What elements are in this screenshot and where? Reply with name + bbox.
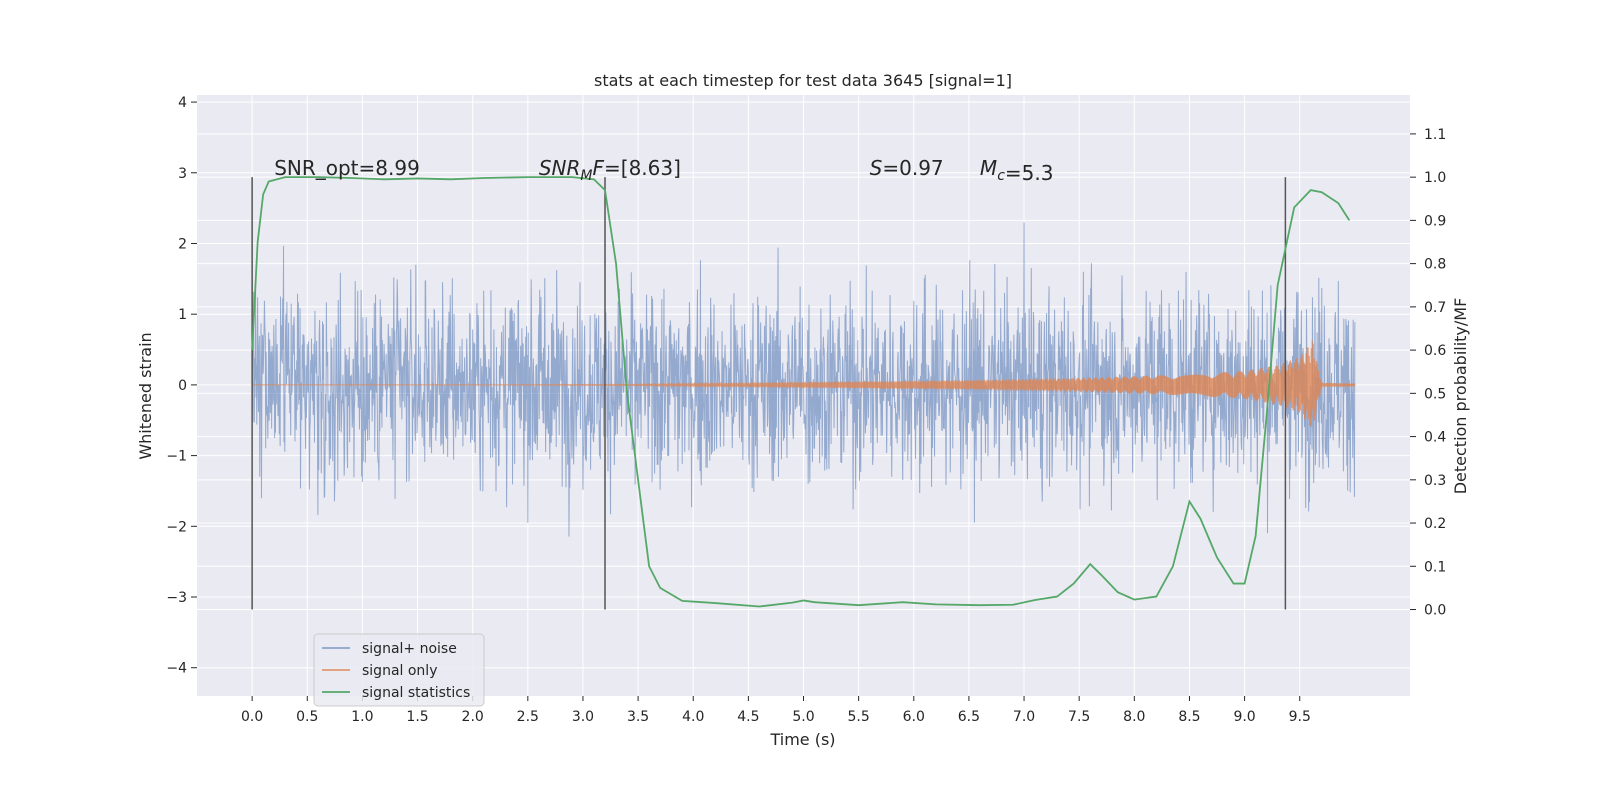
y-tick-label: −2	[166, 519, 187, 535]
y-tick-label: 2	[178, 236, 187, 252]
x-tick-label: 4.0	[682, 709, 704, 725]
annotation-3: S=0.97	[870, 156, 944, 180]
y-right-tick-label: 0.1	[1424, 559, 1446, 575]
x-tick-label: 1.0	[351, 709, 373, 725]
data-layer	[251, 176, 1356, 610]
y-right-tick-label: 0.3	[1424, 473, 1446, 489]
annotations: SNR_opt=8.99 SNRMF=[8.63] S=0.97 Mc=5.3	[274, 156, 1053, 185]
y-right-tick-label: 1.0	[1424, 170, 1446, 186]
y-tick-label: −4	[166, 661, 187, 677]
y-right-tick-label: 0.6	[1424, 343, 1446, 359]
y-right-tick-label: 0.0	[1424, 603, 1446, 619]
x-tick-label: 3.5	[627, 709, 649, 725]
y-right-tick-label: 0.5	[1424, 386, 1446, 402]
legend-entry: signal+ noise	[362, 641, 457, 657]
x-tick-label: 0.0	[241, 709, 263, 725]
x-tick-label: 7.5	[1068, 709, 1090, 725]
y-tick-label: 4	[178, 95, 187, 111]
y-right-tick-label: 0.4	[1424, 430, 1446, 446]
axes: 0.0 0.5 1.0 1.5 2.0 2.5 3.0 3.5 4.0 4.5 5.0 5.5 6.0 6…	[166, 95, 1446, 725]
legend: signal+ noise signal only signal statistic…	[313, 633, 485, 707]
legend-entry: signal only	[362, 663, 437, 679]
y-axis-right-label: Detection probability/MF	[1451, 298, 1470, 495]
legend-box	[313, 633, 485, 707]
y-axis-label: Whitened strain	[136, 332, 155, 459]
x-tick-label: 2.0	[462, 709, 484, 725]
y-right-tick-label: 1.1	[1424, 127, 1446, 143]
y-tick-label: 0	[178, 378, 187, 394]
y-right-tick-label: 0.2	[1424, 516, 1446, 532]
signal-plus-noise-line	[251, 222, 1356, 537]
y-right-tick-label: 0.7	[1424, 300, 1446, 316]
x-axis-label: Time (s)	[769, 730, 835, 749]
signal-only-line	[252, 340, 1356, 427]
x-tick-label: 9.0	[1233, 709, 1255, 725]
x-tick-label: 4.5	[737, 709, 759, 725]
y-tick-label: −1	[166, 449, 187, 465]
x-tick-label: 3.0	[572, 709, 594, 725]
x-tick-label: 6.0	[903, 709, 925, 725]
x-tick-label: 6.5	[958, 709, 980, 725]
annotation-1: SNR_opt=8.99	[274, 156, 420, 180]
signal-statistics-line	[251, 176, 1351, 608]
annotation-2: SNRMF=[8.63]	[539, 156, 681, 184]
y-right-tick-label: 0.9	[1424, 213, 1446, 229]
x-tick-label: 1.5	[406, 709, 428, 725]
x-tick-label: 5.5	[848, 709, 870, 725]
chart-title: stats at each timestep for test data 364…	[594, 71, 1012, 90]
x-tick-label: 9.5	[1289, 709, 1311, 725]
y-right-tick-label: 0.8	[1424, 257, 1446, 273]
annotation-4: Mc=5.3	[980, 156, 1054, 185]
y-tick-label: −3	[166, 590, 187, 606]
y-tick-label: 1	[178, 307, 187, 323]
x-tick-label: 2.5	[517, 709, 539, 725]
x-tick-label: 8.0	[1123, 709, 1145, 725]
legend-entry: signal statistics	[362, 685, 470, 701]
x-tick-label: 5.0	[792, 709, 814, 725]
x-tick-label: 0.5	[296, 709, 318, 725]
x-tick-label: 7.0	[1013, 709, 1035, 725]
x-tick-label: 8.5	[1178, 709, 1200, 725]
y-tick-label: 3	[178, 166, 187, 182]
